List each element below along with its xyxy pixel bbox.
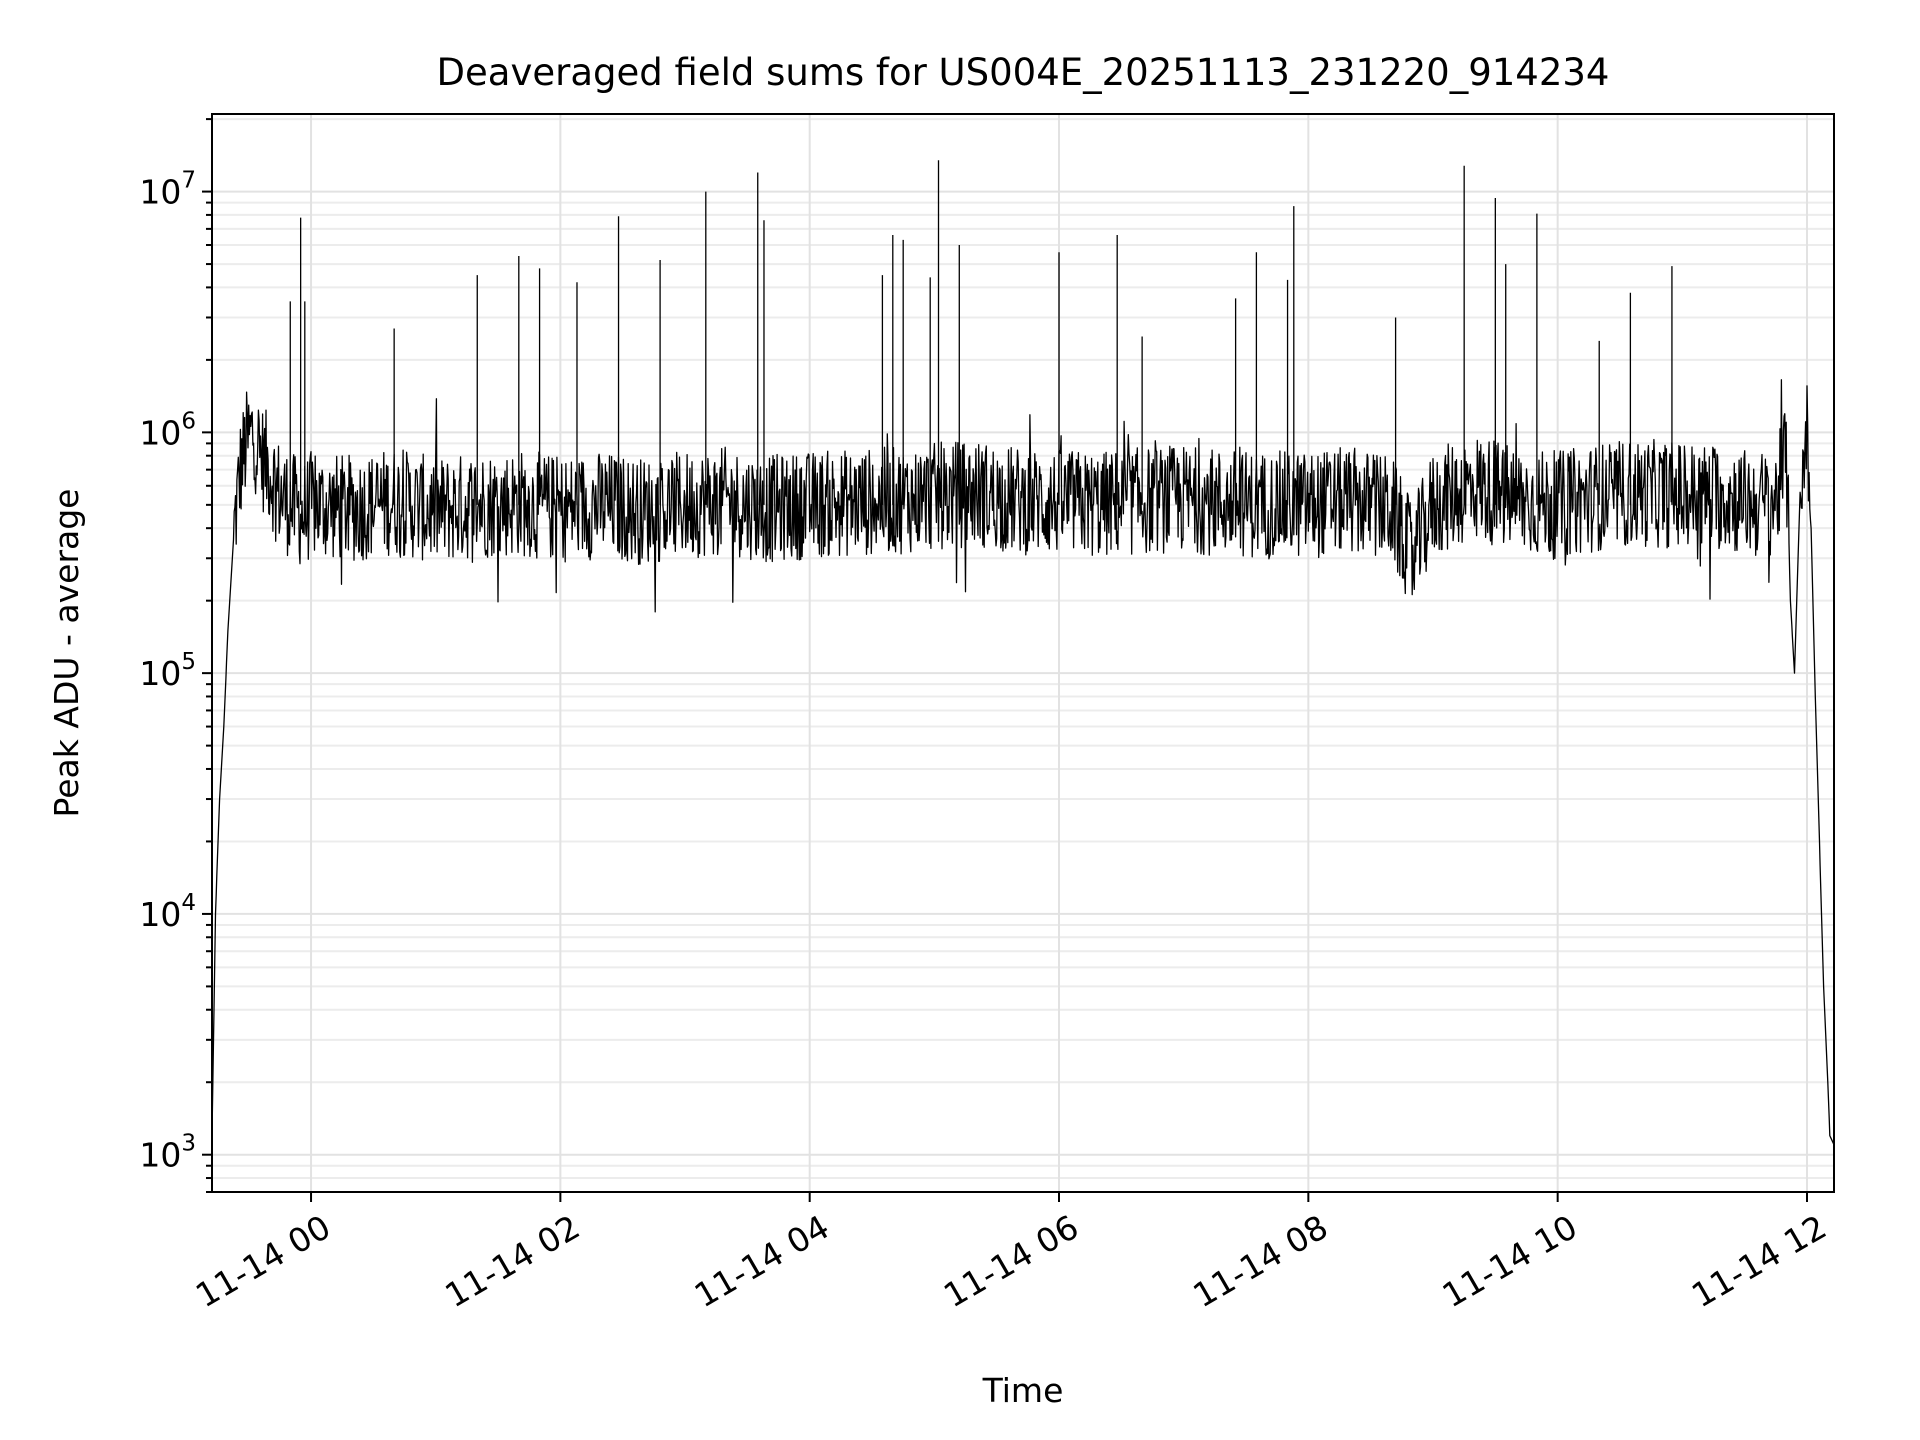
x-tick-label: 11-14 12	[1685, 1207, 1833, 1315]
x-axis-label: Time	[982, 1371, 1064, 1410]
y-tick-label: 103	[139, 1131, 196, 1175]
series-line	[212, 379, 1834, 1145]
y-tick-base: 10	[139, 413, 181, 452]
x-tick-label: 11-14 08	[1186, 1207, 1334, 1315]
x-tick-label: 11-14 10	[1436, 1207, 1584, 1315]
y-tick-exponent: 3	[181, 1131, 196, 1157]
y-tick-exponent: 7	[181, 168, 196, 194]
y-tick-exponent: 5	[181, 649, 196, 675]
y-tick-label: 106	[139, 408, 196, 452]
y-tick-label: 105	[139, 649, 196, 693]
y-tick-exponent: 4	[181, 890, 196, 916]
x-tick-label: 11-14 02	[438, 1207, 586, 1315]
x-axis-ticks: 11-14 00 11-14 02 11-14 04 11-14 06 11-14 08…	[189, 1192, 1833, 1315]
plot-frame	[211, 113, 1835, 1193]
x-tick-label: 11-14 06	[937, 1207, 1085, 1315]
x-tick-label: 11-14 04	[688, 1207, 836, 1315]
y-tick-exponent: 6	[181, 408, 196, 434]
y-tick-base: 10	[139, 1136, 181, 1175]
y-tick-label: 107	[139, 168, 196, 212]
y-tick-base: 10	[139, 895, 181, 934]
y-axis-label: Peak ADU - average	[47, 489, 86, 818]
spike-lines	[289, 160, 1673, 505]
y-tick-base: 10	[139, 173, 181, 212]
y-tick-label: 104	[139, 890, 196, 934]
y-tick-base: 10	[139, 654, 181, 693]
chart-title: Deaveraged field sums for US004E_2025111…	[437, 51, 1610, 94]
gridlines	[206, 114, 1834, 1193]
plot-area	[212, 160, 1834, 1145]
x-tick-label: 11-14 00	[189, 1207, 337, 1315]
